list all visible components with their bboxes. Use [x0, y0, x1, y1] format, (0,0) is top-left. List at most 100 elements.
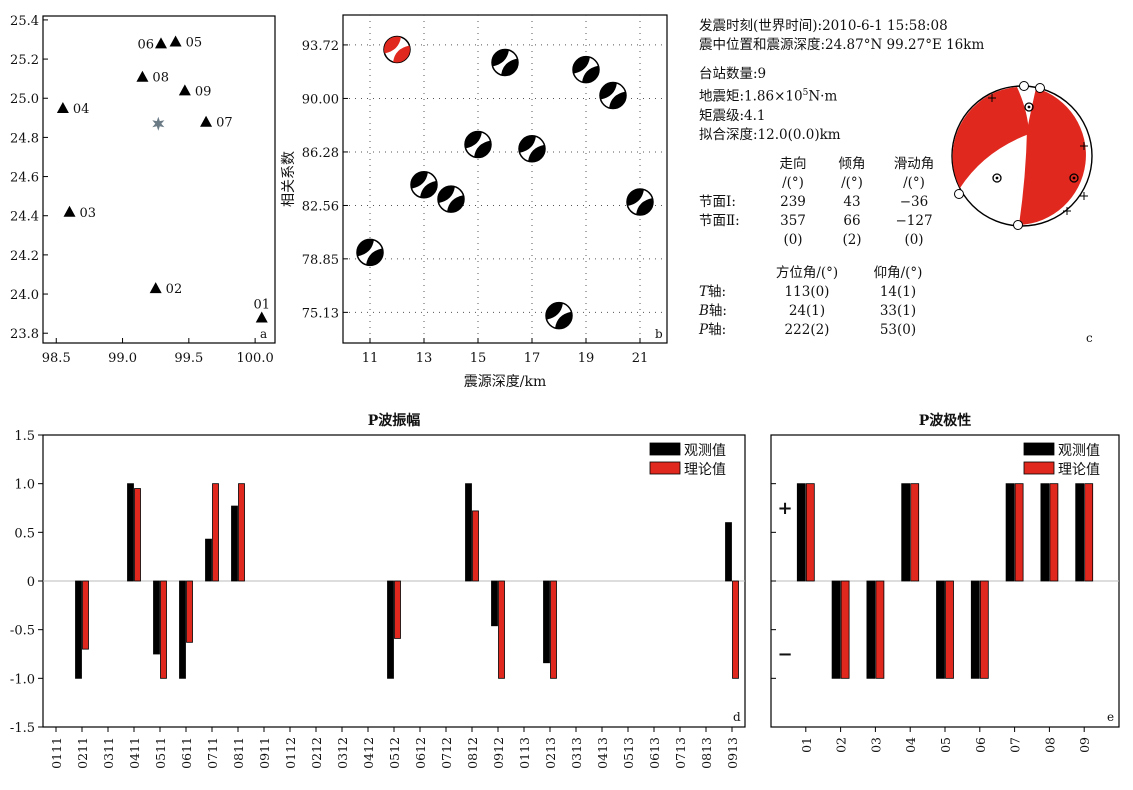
p-axis-plunge: 53(0) — [879, 322, 917, 338]
panel-b-label: b — [655, 327, 663, 341]
bar-theoretical — [875, 580, 885, 679]
x-tick-label: 0313 — [569, 737, 584, 769]
bar-theoretical — [238, 483, 245, 582]
x-tick-label: 0212 — [309, 737, 324, 769]
station-marker — [200, 115, 213, 127]
y-tick-label: 1.5 — [14, 429, 35, 444]
station-label: 05 — [186, 35, 203, 50]
station-label: 03 — [80, 206, 97, 221]
panel-label: d — [733, 710, 741, 724]
epicenter-location: 震中位置和震源深度:24.87°N 99.27°E 16km — [699, 37, 985, 53]
mechanism-quadrant — [492, 49, 509, 67]
y-tick-label: 82.56 — [302, 199, 339, 214]
fit-depth: 拟合深度:12.0(0.0)km — [699, 126, 841, 143]
bar-theoretical — [840, 580, 850, 679]
y-tick-label: 1.0 — [14, 478, 35, 493]
plane1-rake: −36 — [899, 194, 929, 210]
bar-theoretical — [945, 580, 954, 679]
bar-observed — [796, 483, 806, 582]
station-marker — [178, 84, 191, 96]
plane2-rake: −127 — [895, 213, 933, 229]
b-axis-plunge: 33(1) — [879, 303, 917, 319]
x-tick-label: 0211 — [75, 737, 90, 769]
bar-theoretical — [212, 483, 219, 582]
mechanism-quadrant — [465, 131, 482, 149]
mechanism-quadrant — [393, 45, 410, 63]
bar-observed — [866, 580, 876, 679]
x-tick-label: 0712 — [439, 737, 454, 769]
panel-title: P波极性 — [919, 412, 972, 429]
y-tick-label: 24.0 — [10, 288, 39, 303]
principal-axis-marker — [1024, 102, 1034, 112]
y-tick-label: 75.13 — [302, 306, 339, 321]
dilatation-station — [1019, 81, 1029, 91]
x-tick-label: 0813 — [699, 737, 714, 769]
principal-axis-marker — [992, 173, 1002, 183]
mechanism-quadrant — [384, 36, 401, 54]
bar-observed — [491, 580, 498, 627]
station-marker — [149, 282, 162, 294]
x-tick-label: 0411 — [127, 737, 142, 769]
negative-polarity-label: − — [777, 644, 792, 665]
y-tick-label: -1.5 — [10, 721, 35, 736]
plane2-strike: 357 — [780, 213, 806, 229]
x-tick-label: 0912 — [491, 737, 506, 769]
mechanism-quadrant — [447, 195, 464, 213]
dip-error: (2) — [842, 232, 862, 248]
mechanism-quadrant — [528, 144, 545, 162]
station-label: 07 — [216, 116, 233, 131]
mechanism-quadrant — [546, 302, 563, 320]
x-tick-label: 0611 — [179, 737, 194, 769]
x-tick-label: 0812 — [465, 737, 480, 769]
dip-header: 倾角 — [838, 156, 866, 172]
station-marker — [255, 311, 268, 323]
x-tick-label: 0612 — [413, 737, 428, 769]
x-tick-label: 01 — [799, 737, 814, 753]
bar-observed — [1075, 483, 1085, 582]
bar-theoretical — [1014, 483, 1024, 582]
y-tick-label: 0 — [27, 575, 35, 590]
mechanism-quadrant — [366, 248, 383, 266]
rake-error: (0) — [904, 232, 924, 248]
x-tick-label: 100.0 — [237, 351, 274, 366]
legend-swatch — [1023, 461, 1055, 475]
y-tick-label: 24.2 — [10, 249, 39, 264]
bar-observed — [179, 580, 186, 679]
station-marker — [63, 205, 76, 217]
x-tick-label: 13 — [416, 351, 433, 366]
bar-observed — [936, 580, 945, 679]
x-tick-label: 0711 — [205, 737, 220, 769]
x-tick-label: 0713 — [673, 737, 688, 769]
y-axis-label: 相关系数 — [281, 151, 297, 207]
bar-theoretical — [979, 580, 989, 679]
panel-a-station-map: 98.5 99.0 99.5 100.0 25.4 25.2 25.0 24.8 24.6 24.… — [10, 14, 276, 366]
y-tick-label: 25.4 — [10, 14, 39, 29]
t-axis-label: T轴: — [699, 284, 727, 300]
plane2-dip: 66 — [843, 213, 861, 229]
x-tick-label: 03 — [868, 737, 883, 753]
panel-d-amplitude-bars: P波振幅 0111 0211 0311 0411 0511 0611 0711 0811 0911… — [10, 412, 746, 769]
panel-c-beachball — [951, 81, 1093, 230]
bar-observed — [725, 522, 732, 582]
y-tick-label: 90.00 — [302, 92, 339, 107]
positive-polarity-label: + — [777, 498, 792, 519]
bar-observed — [1005, 483, 1015, 582]
legend-label: 观测值 — [1058, 443, 1100, 459]
bar-theoretical — [472, 510, 479, 582]
station-label: 04 — [73, 102, 90, 117]
mechanism-quadrant — [501, 58, 518, 76]
x-tick-label: 0911 — [257, 737, 272, 769]
y-tick-label: 0.5 — [14, 526, 35, 541]
x-tick-label: 11 — [362, 351, 379, 366]
bar-theoretical — [1084, 483, 1094, 582]
station-label: 02 — [166, 282, 183, 297]
y-tick-label: 24.8 — [10, 131, 39, 146]
azimuth-header: 方位角/(°) — [775, 265, 839, 281]
x-tick-label: 21 — [632, 351, 649, 366]
plane2-label: 节面Ⅱ: — [699, 213, 740, 229]
mechanism-quadrant — [420, 180, 437, 198]
panel-a-label: a — [260, 327, 267, 341]
station-marker — [154, 37, 167, 49]
